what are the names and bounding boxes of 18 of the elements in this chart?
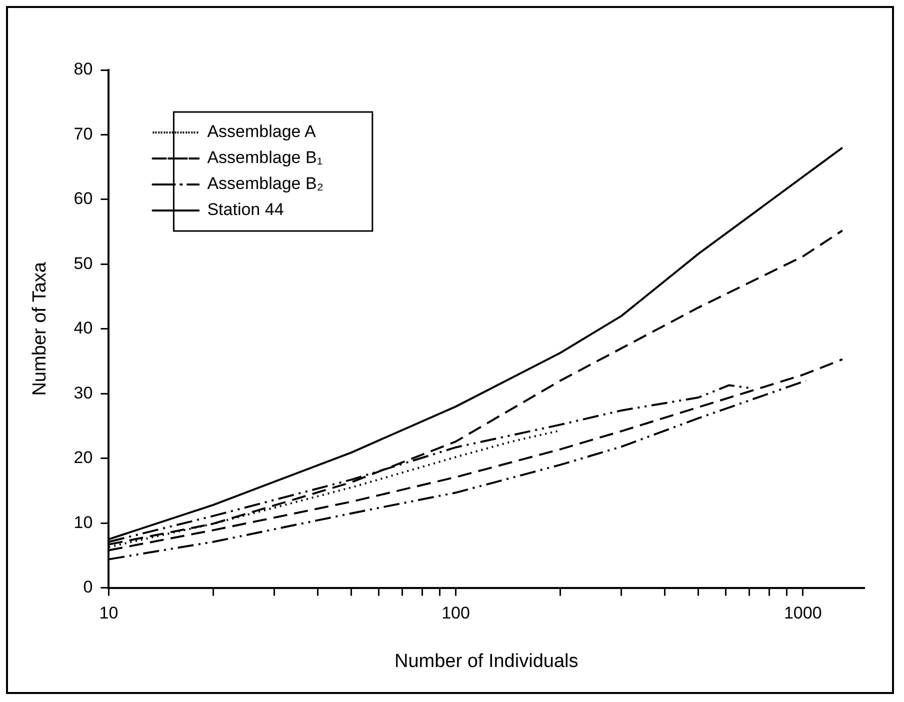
legend-label: Assemblage B₁ — [207, 148, 323, 168]
legend-label: Station 44 — [207, 200, 284, 220]
y-tick-label: 30 — [74, 383, 93, 402]
y-tick-label: 60 — [74, 189, 93, 208]
y-tick-label: 70 — [74, 124, 93, 144]
y-tick-label: 80 — [74, 60, 93, 79]
legend-label: Assemblage A — [207, 122, 317, 142]
y-tick-label: 0 — [83, 577, 93, 596]
y-tick-label: 40 — [74, 318, 93, 338]
x-tick-label: 10 — [99, 604, 118, 623]
legend-label: Assemblage B₂ — [207, 174, 324, 194]
y-tick-label: 50 — [74, 254, 93, 273]
y-tick-label: 20 — [74, 448, 93, 468]
x-tick-label: 1000 — [784, 604, 822, 623]
x-tick-label: 100 — [442, 604, 470, 623]
x-axis-title: Number of Individuals — [394, 650, 578, 672]
y-tick-label: 10 — [74, 512, 93, 532]
y-axis-title: Number of Taxa — [30, 262, 51, 396]
